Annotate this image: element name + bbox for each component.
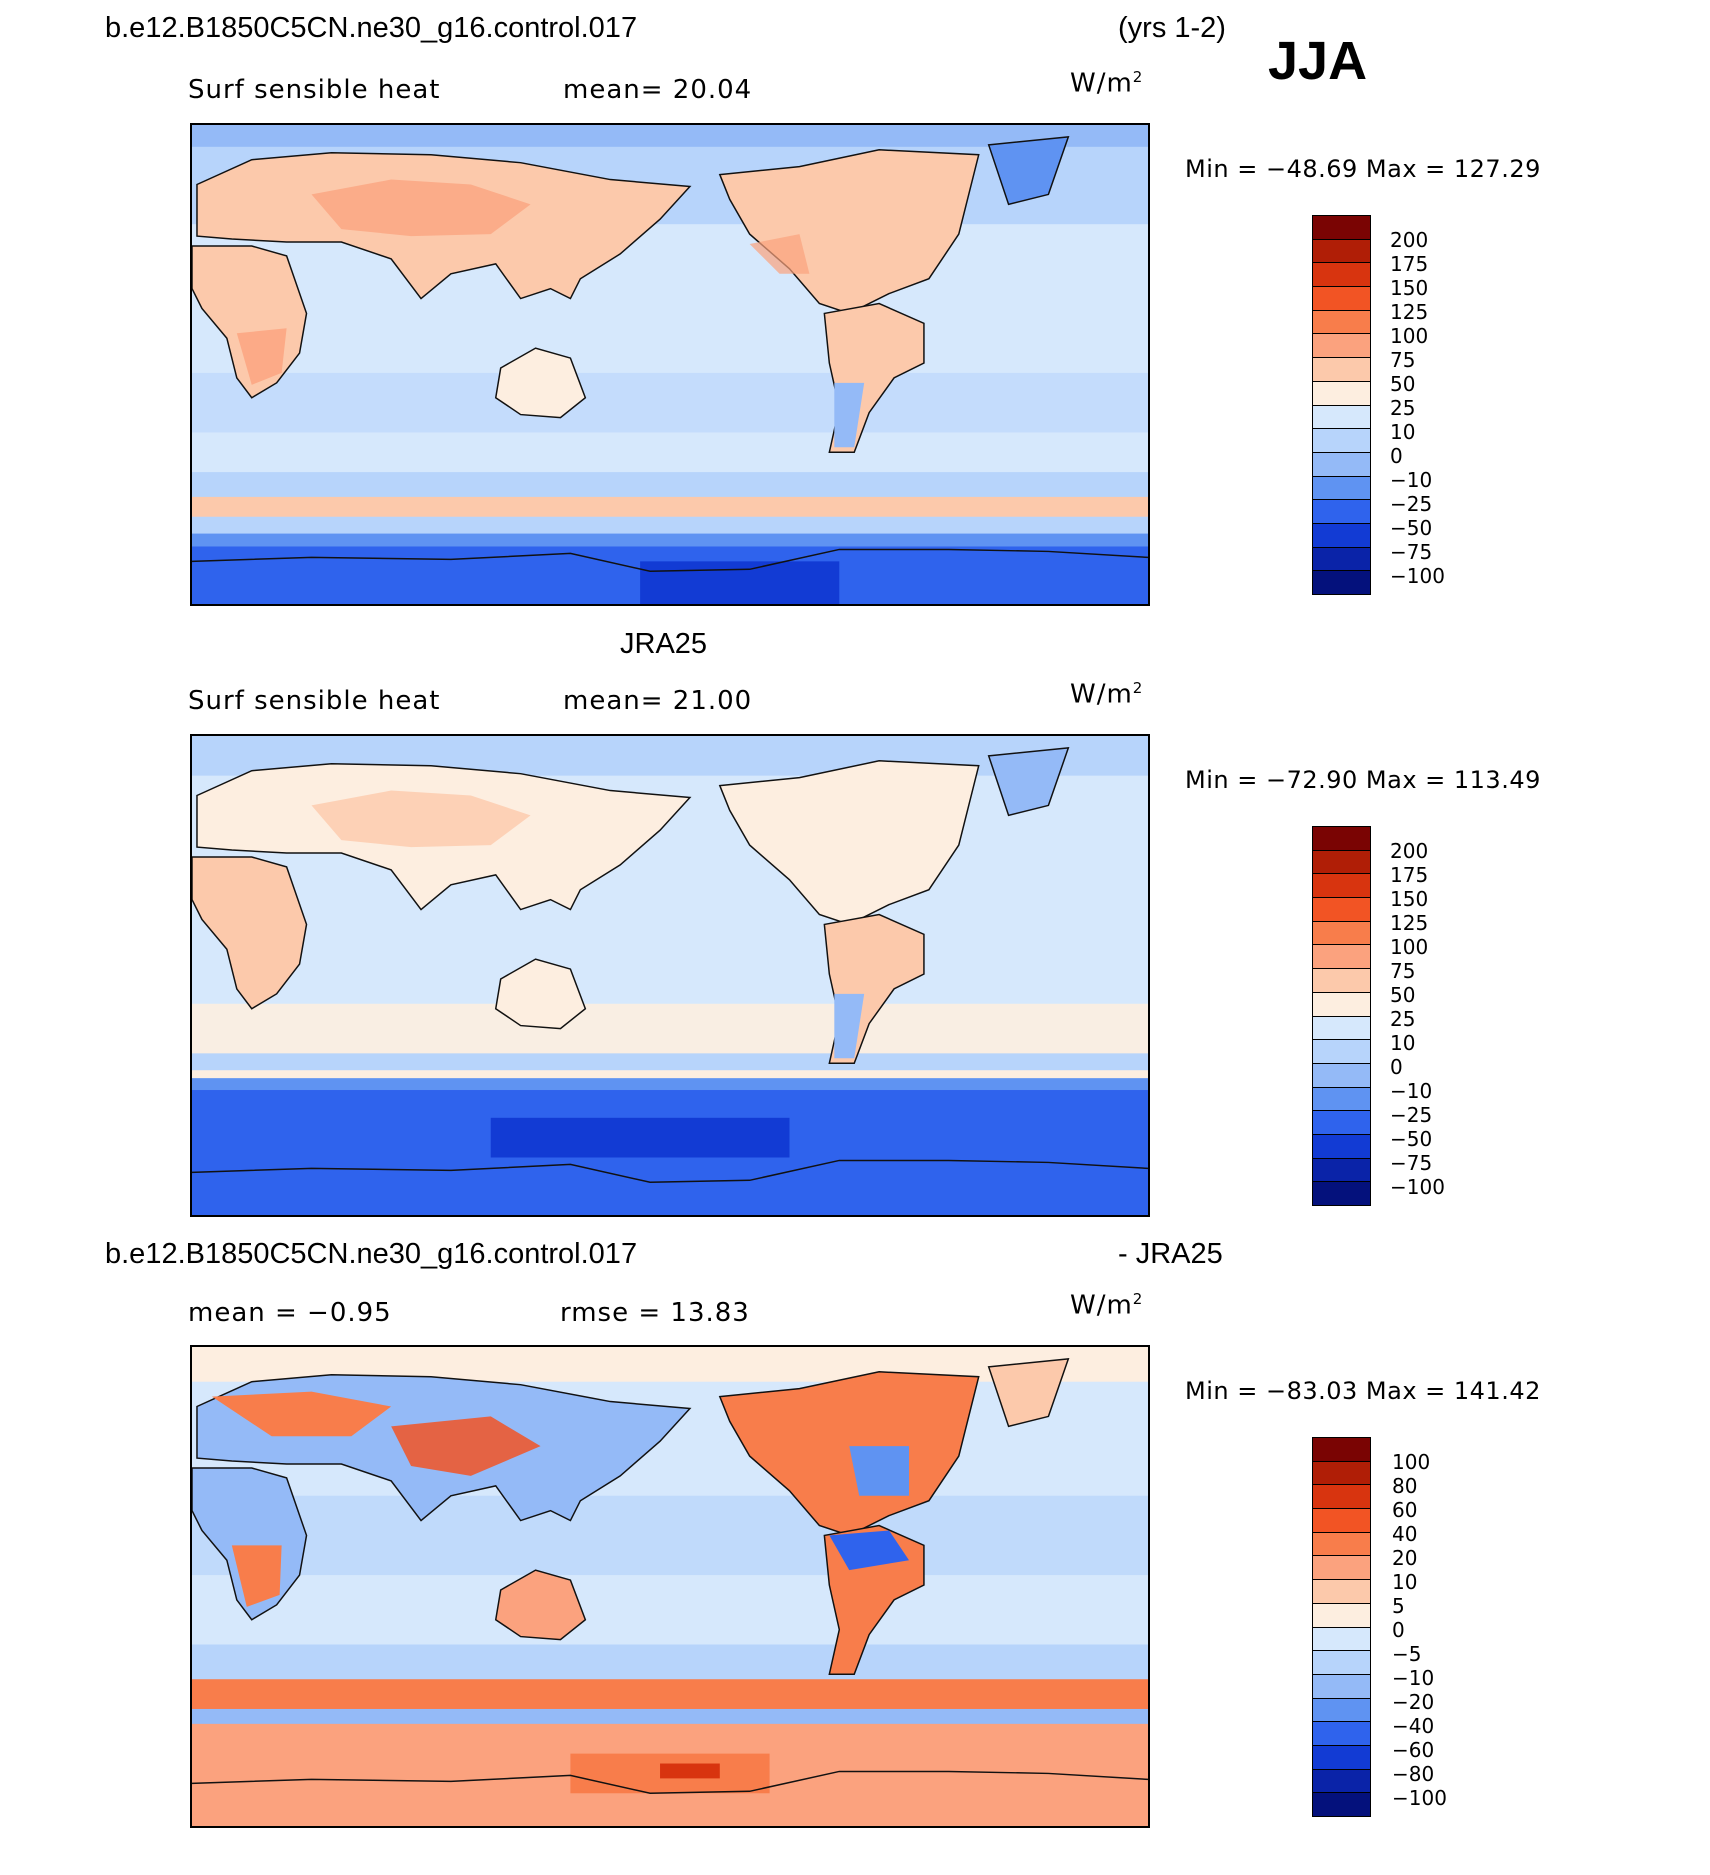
colorbar-tick: 20 — [1392, 1546, 1418, 1570]
panel1-minmax: Min = −48.69 Max = 127.29 — [1185, 155, 1541, 183]
colorbar-tick: 25 — [1390, 1007, 1416, 1031]
panel2-title: JRA25 — [620, 628, 708, 660]
panel3-map-svg — [192, 1347, 1148, 1826]
colorbar-tick: 200 — [1390, 228, 1429, 252]
colorbar-tick: 175 — [1390, 252, 1429, 276]
colorbar-tick: 175 — [1390, 863, 1429, 887]
colorbar-tick: −80 — [1392, 1762, 1435, 1786]
panel1-colorbar — [1312, 215, 1371, 595]
colorbar-tick: −20 — [1392, 1690, 1435, 1714]
season-label: JJA — [1268, 31, 1368, 91]
panel2-variable: Surf sensible heat — [188, 686, 441, 716]
colorbar-tick: 0 — [1390, 444, 1403, 468]
panel3-units: W/m2 — [1070, 1290, 1144, 1321]
colorbar-tick: −100 — [1390, 564, 1445, 588]
colorbar-tick: 5 — [1392, 1594, 1405, 1618]
case-title: b.e12.B1850C5CN.ne30_g16.control.017 — [105, 12, 638, 44]
colorbar-tick: 100 — [1392, 1450, 1431, 1474]
colorbar-tick: −5 — [1392, 1642, 1422, 1666]
colorbar-tick: −100 — [1390, 1175, 1445, 1199]
colorbar-tick: 0 — [1390, 1055, 1403, 1079]
colorbar-tick: 10 — [1392, 1570, 1418, 1594]
colorbar-tick: 80 — [1392, 1474, 1418, 1498]
panel3-map — [190, 1345, 1150, 1828]
colorbar-tick: −100 — [1392, 1786, 1447, 1810]
panel2-mean: mean= 21.00 — [563, 686, 753, 716]
panel1-map-svg — [192, 125, 1148, 604]
colorbar-tick: 125 — [1390, 911, 1429, 935]
colorbar-tick: 150 — [1390, 276, 1429, 300]
panel3-title-right: - JRA25 — [1118, 1238, 1223, 1270]
panel3-minmax: Min = −83.03 Max = 141.42 — [1185, 1377, 1541, 1405]
colorbar-tick: −50 — [1390, 1127, 1433, 1151]
panel1-variable: Surf sensible heat — [188, 75, 441, 105]
panel2-map-svg — [192, 736, 1148, 1215]
panel3-title-left: b.e12.B1850C5CN.ne30_g16.control.017 — [105, 1238, 638, 1270]
colorbar-tick: 40 — [1392, 1522, 1418, 1546]
colorbar-tick: 200 — [1390, 839, 1429, 863]
colorbar-tick: −25 — [1390, 492, 1433, 516]
colorbar-tick: −50 — [1390, 516, 1433, 540]
colorbar-tick: 25 — [1390, 396, 1416, 420]
panel2-colorbar — [1312, 826, 1371, 1206]
panel1-mean: mean= 20.04 — [563, 75, 753, 105]
colorbar-tick: 150 — [1390, 887, 1429, 911]
colorbar-tick: −75 — [1390, 1151, 1433, 1175]
panel3-mean: mean = −0.95 — [188, 1298, 392, 1328]
panel2-colorbar-ticks: 200 175 150 125 100 75 50 25 10 0 −10 −2… — [1390, 839, 1445, 1199]
colorbar-tick: 50 — [1390, 372, 1416, 396]
panel3-colorbar-ticks: 100 80 60 40 20 10 5 0 −5 −10 −20 −40 −6… — [1392, 1450, 1447, 1810]
colorbar-tick: −40 — [1392, 1714, 1435, 1738]
colorbar-tick: 75 — [1390, 959, 1416, 983]
panel2-minmax: Min = −72.90 Max = 113.49 — [1185, 766, 1541, 794]
colorbar-tick: 60 — [1392, 1498, 1418, 1522]
panel3-colorbar — [1312, 1437, 1371, 1817]
colorbar-tick: −10 — [1392, 1666, 1435, 1690]
colorbar-tick: 100 — [1390, 324, 1429, 348]
colorbar-tick: 100 — [1390, 935, 1429, 959]
colorbar-tick: 10 — [1390, 420, 1416, 444]
colorbar-tick: −10 — [1390, 468, 1433, 492]
panel3-rmse: rmse = 13.83 — [560, 1298, 750, 1328]
colorbar-tick: 125 — [1390, 300, 1429, 324]
years-label: (yrs 1-2) — [1118, 12, 1226, 44]
panel2-map — [190, 734, 1150, 1217]
colorbar-tick: −10 — [1390, 1079, 1433, 1103]
colorbar-tick: 50 — [1390, 983, 1416, 1007]
colorbar-tick: 0 — [1392, 1618, 1405, 1642]
colorbar-tick: −60 — [1392, 1738, 1435, 1762]
panel1-map — [190, 123, 1150, 606]
panel1-colorbar-ticks: 200 175 150 125 100 75 50 25 10 0 −10 −2… — [1390, 228, 1445, 588]
colorbar-tick: 75 — [1390, 348, 1416, 372]
colorbar-tick: −75 — [1390, 540, 1433, 564]
colorbar-tick: −25 — [1390, 1103, 1433, 1127]
panel1-units: W/m2 — [1070, 68, 1144, 99]
panel2-units: W/m2 — [1070, 679, 1144, 710]
colorbar-tick: 10 — [1390, 1031, 1416, 1055]
